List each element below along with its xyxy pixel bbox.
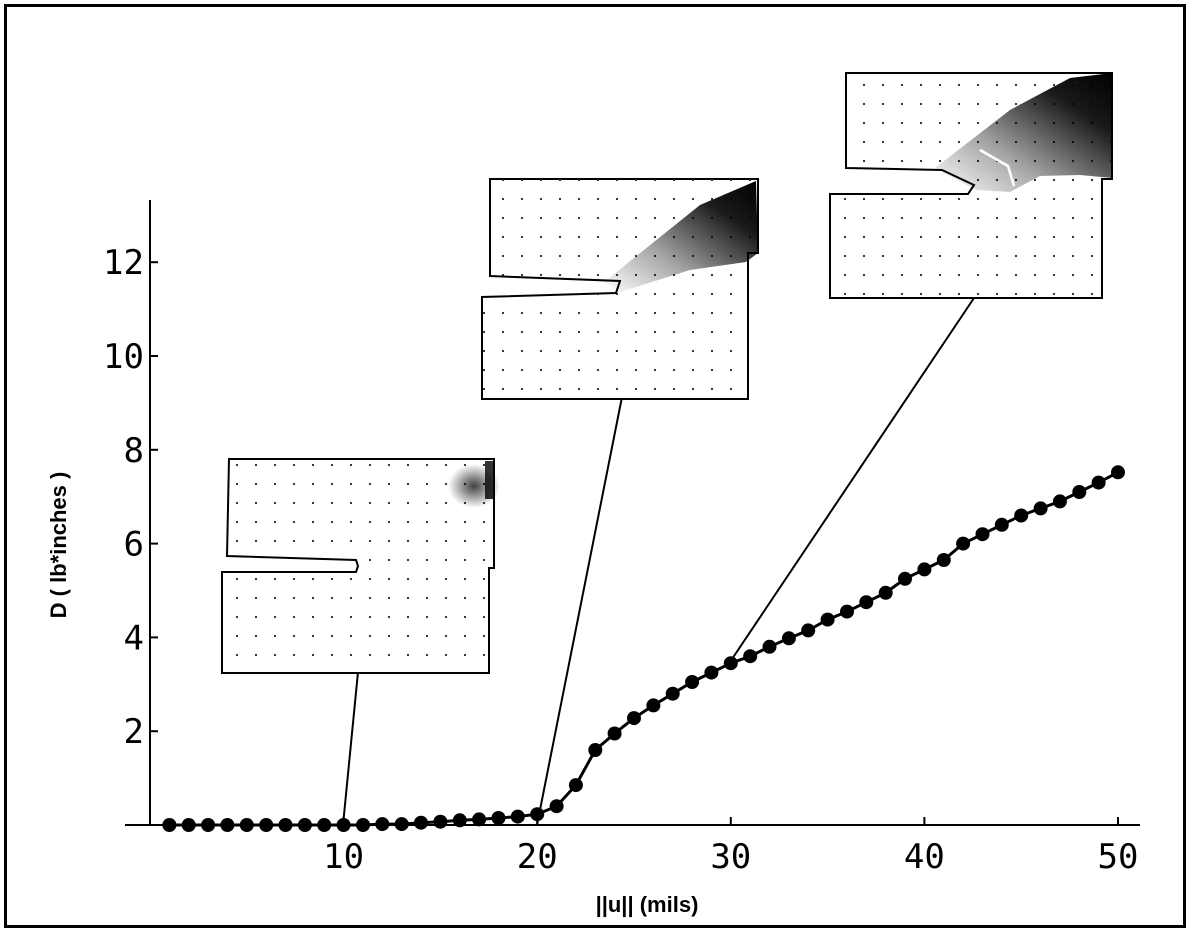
x-tick-label: 30 xyxy=(710,837,751,877)
x-tick-label: 10 xyxy=(323,837,364,877)
data-point xyxy=(917,562,932,577)
series-markers xyxy=(162,465,1125,832)
figure-frame xyxy=(4,4,1186,928)
data-point xyxy=(646,698,661,713)
data-point xyxy=(665,686,680,701)
data-point xyxy=(1014,508,1029,523)
y-tick-label: 8 xyxy=(124,431,144,471)
x-tick-label: 50 xyxy=(1098,837,1139,877)
data-point xyxy=(278,818,293,832)
inset-specimen-3 xyxy=(829,72,1113,299)
data-point xyxy=(801,623,816,638)
data-point xyxy=(762,639,777,654)
y-tick-label: 6 xyxy=(124,525,144,565)
leader-line-3 xyxy=(729,297,975,663)
data-point xyxy=(356,818,370,832)
data-point xyxy=(239,818,254,832)
data-point xyxy=(685,675,700,689)
inset-specimen-1 xyxy=(221,458,500,674)
data-point xyxy=(549,799,564,814)
damage-zone xyxy=(935,73,1112,192)
y-tick-label: 2 xyxy=(124,712,144,752)
data-point xyxy=(259,818,274,832)
data-point xyxy=(491,811,506,825)
data-point xyxy=(627,711,641,726)
data-point xyxy=(317,818,332,832)
data-point xyxy=(781,631,796,646)
data-point xyxy=(394,817,409,832)
data-point xyxy=(743,649,758,664)
data-point xyxy=(568,778,583,793)
data-point xyxy=(956,536,971,551)
data-point xyxy=(704,665,719,680)
data-point xyxy=(859,595,874,610)
data-point xyxy=(452,813,467,828)
data-point xyxy=(414,815,428,830)
data-point xyxy=(220,818,235,832)
data-point xyxy=(433,814,448,829)
data-point xyxy=(530,807,545,822)
data-point xyxy=(975,527,990,542)
data-point xyxy=(994,517,1009,532)
data-point xyxy=(336,818,351,832)
data-point xyxy=(1111,465,1125,480)
data-point xyxy=(898,571,912,586)
y-tick-group: 2 4 6 8 10 12 xyxy=(103,243,158,752)
x-tick-label: 20 xyxy=(517,837,558,877)
data-point xyxy=(936,553,951,567)
data-point xyxy=(820,612,835,627)
data-point xyxy=(1072,485,1087,499)
data-point xyxy=(607,726,622,741)
inset-specimen-2 xyxy=(481,178,759,400)
data-point xyxy=(1091,475,1106,490)
data-point xyxy=(588,743,603,757)
data-point xyxy=(472,812,487,827)
crack-path xyxy=(979,148,1016,187)
y-tick-label: 10 xyxy=(103,337,144,377)
y-axis-label: D ( lb*inches ) xyxy=(46,472,71,619)
data-point xyxy=(510,809,525,824)
leader-line-2 xyxy=(536,396,623,826)
data-point xyxy=(375,817,390,832)
y-tick-label: 4 xyxy=(124,618,144,658)
damage-zone xyxy=(604,181,758,292)
data-point xyxy=(201,818,216,832)
data-point xyxy=(1052,494,1067,509)
leader-line-1 xyxy=(342,671,359,826)
y-tick-label: 12 xyxy=(103,243,144,283)
data-point xyxy=(723,656,738,671)
data-point xyxy=(297,818,312,832)
x-axis-label: ||u|| (mils) xyxy=(596,892,699,917)
x-tick-label: 40 xyxy=(904,837,945,877)
data-point xyxy=(181,818,196,832)
data-point xyxy=(1033,501,1048,516)
data-point xyxy=(840,604,854,619)
data-point xyxy=(878,585,893,600)
data-point xyxy=(162,818,177,832)
